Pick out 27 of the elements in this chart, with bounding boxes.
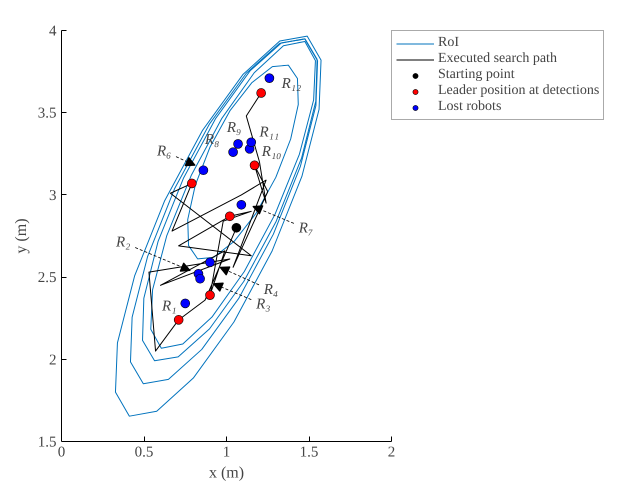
legend-label: RoI — [438, 35, 459, 51]
legend-label: Starting point — [438, 67, 515, 83]
y-tick-label: 2.5 — [38, 270, 56, 286]
y-tick-label: 3.5 — [38, 106, 56, 122]
annotation: R₁₁ — [258, 124, 280, 140]
annotation: R₇ — [298, 220, 314, 236]
annotation: R₉ — [226, 120, 242, 136]
annotation: R₁₀ — [260, 144, 282, 160]
annotation: R₄ — [262, 282, 278, 298]
y-tick-label: 3 — [49, 188, 56, 204]
y-tick-label: 2 — [49, 352, 56, 368]
annotation: R₂ — [115, 234, 130, 251]
x-axis-title: x (m) — [208, 464, 244, 482]
y-tick-label: 4 — [49, 24, 57, 40]
x-tick-label: 1.5 — [300, 444, 318, 460]
x-tick-label: 1 — [222, 444, 230, 460]
y-tick-label: 1.5 — [38, 434, 56, 450]
y-axis-title: y (m) — [12, 218, 30, 254]
legend-label: Lost robots — [438, 99, 502, 115]
legend-label: Leader position at detections — [438, 83, 600, 99]
legend-label: Executed search path — [438, 51, 557, 67]
x-tick-label: 0 — [58, 444, 66, 460]
annotation: R₃ — [255, 296, 270, 313]
x-tick-label: 2 — [388, 444, 396, 460]
annotation: R₆ — [156, 143, 172, 160]
annotation: R₁ — [161, 298, 176, 314]
x-tick-label: 0.5 — [134, 444, 154, 460]
